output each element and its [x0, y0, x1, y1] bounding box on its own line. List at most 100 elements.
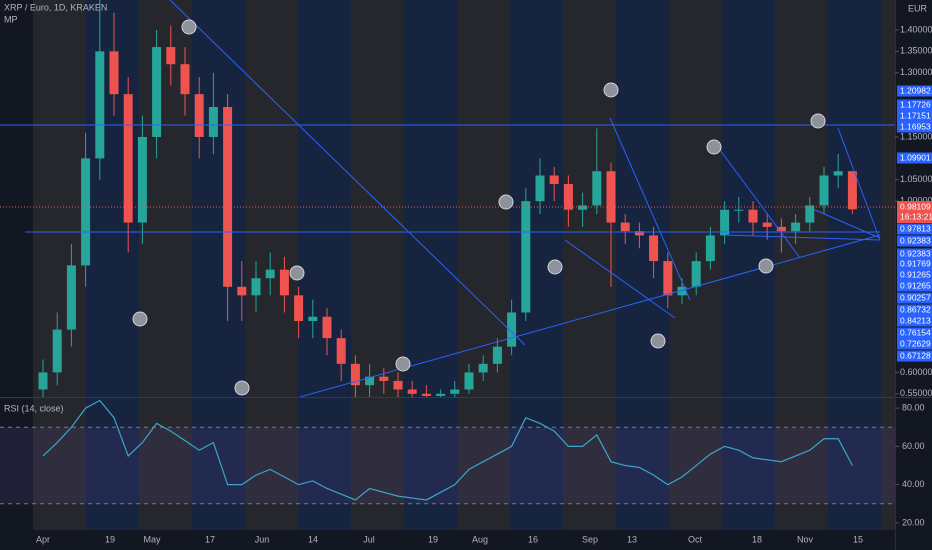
stripe	[404, 0, 457, 530]
candle-body	[81, 158, 91, 266]
rsi-title: RSI (14, close)	[4, 403, 64, 413]
x-tick-label: 13	[627, 534, 637, 544]
price-label: 0.92383	[900, 235, 931, 245]
candle-body	[109, 51, 119, 95]
candle-body	[350, 363, 360, 386]
candle-body	[308, 316, 318, 322]
last-price-bg	[897, 201, 932, 223]
y-tick-label: 1.05000	[900, 174, 932, 184]
x-tick-label: Jul	[363, 534, 375, 544]
candle-body	[38, 372, 48, 390]
candle-body	[393, 380, 403, 390]
candle-body	[847, 171, 857, 210]
x-tick-label: 18	[752, 534, 762, 544]
price-label: 0.91265	[900, 269, 931, 279]
candle-body	[691, 261, 701, 287]
candle-body	[507, 312, 517, 347]
candle-body	[208, 107, 218, 137]
price-label: 1.09901	[900, 152, 931, 162]
price-label: 1.20982	[900, 85, 931, 95]
price-label: 0.90257	[900, 292, 931, 302]
candle-body	[166, 47, 176, 65]
candle-body	[52, 329, 62, 373]
candle-body	[762, 222, 772, 227]
price-label-bg	[897, 269, 932, 281]
stripe	[616, 0, 669, 530]
candle-body	[563, 184, 573, 210]
price-label: 1.17151	[900, 110, 931, 120]
price-label: 1.17726	[900, 99, 931, 109]
rsi-line	[42, 399, 853, 501]
candle-body	[436, 393, 446, 396]
y-tick-label: 0.55000	[900, 388, 932, 398]
price-label: 0.91265	[900, 280, 931, 290]
candle-body	[251, 278, 261, 296]
candle-body	[322, 316, 332, 339]
candle-body	[237, 286, 247, 296]
price-label: 0.91769	[900, 258, 931, 268]
stripe	[192, 0, 245, 530]
marker	[234, 380, 250, 396]
x-tick-label: Aug	[472, 534, 488, 544]
candle-body	[705, 235, 715, 262]
drawings	[0, 0, 895, 397]
candle-body	[336, 338, 346, 364]
price-label-bg	[897, 110, 932, 122]
rsi-tick-label: 20.00	[902, 517, 925, 527]
marker	[289, 265, 305, 281]
marker	[758, 258, 774, 274]
candle-body	[194, 94, 204, 137]
marker	[547, 259, 563, 275]
candle-body	[152, 47, 162, 137]
candle-body	[791, 222, 801, 232]
candle-body	[421, 393, 431, 396]
price-label-bg	[897, 315, 932, 327]
price-label-bg	[897, 292, 932, 304]
candle-body	[180, 64, 190, 95]
candle-body	[137, 136, 147, 223]
candle-body	[492, 346, 502, 364]
y-tick-label: 1.15000	[900, 131, 932, 141]
candle-body	[123, 94, 133, 223]
price-label: 0.72629	[900, 338, 931, 348]
x-tick-label: May	[143, 534, 161, 544]
rsi-band	[0, 427, 895, 504]
candle-body	[748, 209, 758, 223]
x-tick-label: 17	[205, 534, 215, 544]
rsi-tick-label: 80.00	[902, 403, 925, 413]
price-label-bg	[897, 99, 932, 111]
candle-body	[279, 269, 289, 296]
y-tick-label: 1.40000	[900, 24, 932, 34]
candle-body	[294, 295, 304, 322]
trend-line	[564, 239, 676, 319]
marker	[498, 194, 514, 210]
x-tick-label: 19	[428, 534, 438, 544]
y-tick-label: 1.35000	[900, 46, 932, 56]
y-tick-label: 0.60000	[900, 367, 932, 377]
price-label-bg	[897, 258, 932, 270]
candle-body	[734, 209, 744, 211]
stripe	[775, 0, 828, 530]
price-label-bg	[897, 85, 932, 97]
x-tick-label: 16	[528, 534, 538, 544]
candle-body	[677, 286, 687, 296]
rsi-tick-label: 60.00	[902, 441, 925, 451]
trend-line	[299, 234, 881, 397]
rsi-panel	[0, 399, 895, 505]
price-label-bg	[897, 121, 932, 133]
candle-body	[407, 389, 417, 394]
x-tick-label: Sep	[582, 534, 598, 544]
candle-body	[549, 175, 559, 185]
marker	[706, 139, 722, 155]
candle-body	[776, 226, 786, 232]
x-tick-label: Nov	[797, 534, 814, 544]
candle-body	[805, 205, 815, 223]
x-tick-label: Oct	[688, 534, 703, 544]
trend-line	[609, 117, 691, 301]
x-tick-label: 15	[853, 534, 863, 544]
candle-body	[606, 171, 616, 223]
y-tick-label: 1.30000	[900, 67, 932, 77]
marker	[810, 113, 826, 129]
trend-line	[837, 127, 881, 241]
